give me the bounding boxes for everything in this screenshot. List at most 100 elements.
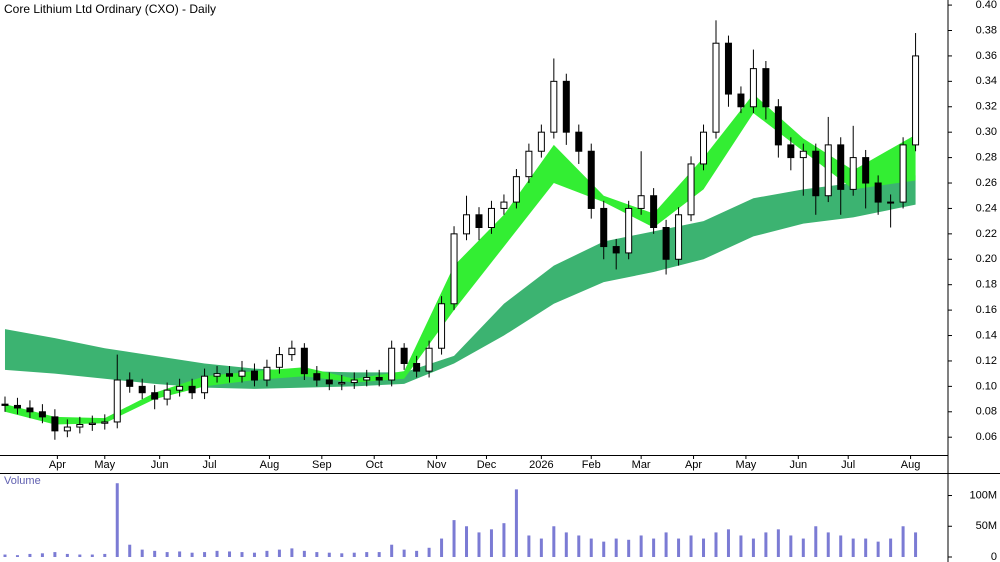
volume-bar bbox=[589, 538, 593, 557]
volume-bar bbox=[90, 554, 94, 557]
x-tick-label: Dec bbox=[477, 459, 497, 471]
volume-bar bbox=[28, 553, 32, 557]
candle-body bbox=[113, 379, 121, 423]
volume-bar bbox=[864, 538, 868, 557]
candle-body bbox=[450, 233, 458, 305]
volume-bar bbox=[15, 555, 19, 557]
volume-bar bbox=[789, 535, 793, 557]
volume-bar bbox=[851, 538, 855, 557]
volume-bar bbox=[814, 526, 818, 557]
candle-body bbox=[537, 131, 545, 152]
candle-body bbox=[38, 411, 46, 418]
candle-body bbox=[662, 227, 670, 260]
volume-bar bbox=[564, 532, 568, 557]
volume-bar bbox=[390, 544, 394, 557]
volume-bar bbox=[514, 489, 518, 557]
volume-bar bbox=[128, 544, 132, 557]
volume-tick-label: 50M bbox=[976, 520, 997, 532]
candle-body bbox=[176, 385, 184, 391]
volume-bar bbox=[751, 538, 755, 557]
candle-body bbox=[700, 131, 708, 165]
volume-bar bbox=[652, 538, 656, 557]
volume-bar bbox=[489, 529, 493, 557]
x-tick-label: Aug bbox=[901, 459, 921, 471]
y-tick-label: 0.06 bbox=[976, 431, 997, 443]
volume-bar bbox=[65, 553, 69, 557]
candle-body bbox=[487, 207, 495, 229]
candle-body bbox=[26, 407, 34, 413]
volume-bar bbox=[440, 538, 444, 557]
volume-bar bbox=[502, 523, 506, 557]
volume-bar bbox=[527, 535, 531, 557]
x-tick-label: May bbox=[736, 459, 757, 471]
volume-bar bbox=[265, 550, 269, 557]
candle-body bbox=[687, 163, 695, 216]
volume-bar bbox=[577, 535, 581, 557]
candle-body bbox=[76, 423, 84, 428]
x-tick-label: Nov bbox=[427, 459, 447, 471]
candle-body bbox=[637, 195, 645, 209]
y-tick-label: 0.10 bbox=[976, 380, 997, 392]
volume-bar bbox=[739, 535, 743, 557]
y-tick-label: 0.32 bbox=[976, 101, 997, 113]
y-tick-label: 0.30 bbox=[976, 126, 997, 138]
candle-body bbox=[612, 246, 620, 254]
candle-body bbox=[363, 376, 371, 381]
volume-bar bbox=[352, 552, 356, 557]
volume-bar bbox=[228, 551, 232, 557]
volume-bar bbox=[153, 550, 157, 557]
candle-body bbox=[250, 370, 258, 381]
candle-body bbox=[463, 214, 471, 235]
y-tick-label: 0.14 bbox=[976, 329, 997, 341]
candle-body bbox=[724, 42, 732, 95]
volume-bar bbox=[277, 549, 281, 557]
volume-bar bbox=[801, 538, 805, 557]
candle-body bbox=[288, 347, 296, 356]
candle-body bbox=[737, 93, 745, 108]
candle-body bbox=[338, 382, 346, 385]
volume-tick-label: 0 bbox=[991, 551, 997, 562]
candle-body bbox=[600, 207, 608, 248]
volume-bars bbox=[3, 483, 918, 557]
candle-body bbox=[88, 422, 96, 425]
volume-bar bbox=[252, 552, 256, 557]
x-tick-label: Jul bbox=[203, 459, 217, 471]
volume-bar bbox=[776, 529, 780, 557]
volume-bar bbox=[427, 547, 431, 557]
volume-bar bbox=[914, 532, 918, 557]
x-tick-label: 2026 bbox=[529, 459, 553, 471]
volume-bar bbox=[302, 550, 306, 557]
volume-bar bbox=[614, 538, 618, 557]
volume-bar bbox=[190, 552, 194, 557]
candle-body bbox=[762, 68, 770, 108]
x-tick-label: Feb bbox=[582, 459, 601, 471]
candle-body bbox=[650, 195, 658, 228]
volume-bar bbox=[465, 526, 469, 557]
volume-bar bbox=[639, 535, 643, 557]
volume-bar bbox=[826, 532, 830, 557]
volume-bar bbox=[327, 552, 331, 557]
volume-bar bbox=[552, 526, 556, 557]
volume-bar bbox=[677, 538, 681, 557]
candle-body bbox=[774, 106, 782, 146]
y-tick-label: 0.28 bbox=[976, 152, 997, 164]
volume-bar bbox=[539, 538, 543, 557]
candle-body bbox=[675, 214, 683, 260]
candle-body bbox=[188, 385, 196, 394]
candle-body bbox=[350, 379, 358, 384]
y-tick-label: 0.40 bbox=[976, 0, 997, 11]
y-tick-label: 0.26 bbox=[976, 177, 997, 189]
volume-bar bbox=[340, 553, 344, 557]
candle-body bbox=[824, 144, 832, 197]
candle-body bbox=[749, 68, 757, 108]
volume-bar bbox=[103, 553, 107, 557]
volume-bar bbox=[203, 552, 207, 557]
candle-body bbox=[163, 389, 171, 400]
volume-bar bbox=[702, 538, 706, 557]
volume-bar bbox=[290, 548, 294, 557]
candle-body bbox=[475, 214, 483, 228]
candle-body bbox=[275, 354, 283, 368]
volume-bar bbox=[889, 538, 893, 557]
volume-bar bbox=[664, 532, 668, 557]
y-tick-label: 0.18 bbox=[976, 279, 997, 291]
